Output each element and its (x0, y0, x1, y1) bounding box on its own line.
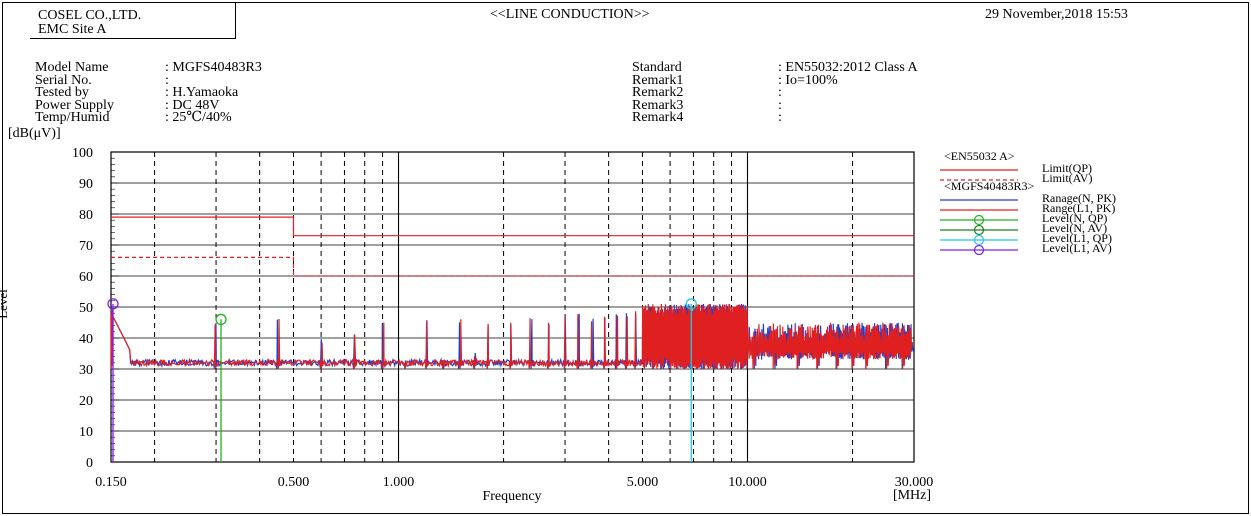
y-tick-label: 50 (79, 301, 93, 316)
info-label: Remark4 (632, 110, 684, 126)
info-value: : (778, 110, 782, 126)
legend-group-title: <MGFS40483R3> (944, 179, 1034, 193)
info-label: Remark2 (632, 85, 684, 101)
legend-entry-label: Level(L1, AV) (1042, 241, 1112, 255)
info-value: : H.Yamaoka (165, 85, 239, 101)
y-tick-label: 90 (79, 177, 93, 192)
info-label: Serial No. (35, 72, 92, 88)
info-value: : MGFS40483R3 (165, 60, 262, 75)
y-tick-label: 0 (86, 456, 93, 471)
info-value: : (778, 85, 782, 101)
legend-entry-label: Limit(AV) (1042, 171, 1092, 185)
legend-entry-label: Level(L1, QP) (1042, 231, 1112, 245)
y-tick-label: 60 (79, 270, 93, 285)
y-unit-label: [dB(μV)] (8, 126, 61, 141)
info-label: Remark3 (632, 97, 684, 113)
info-value: : EN55032:2012 Class A (778, 60, 918, 75)
info-label: Model Name (35, 60, 109, 75)
legend-entry-label: Level(N, AV) (1042, 221, 1107, 235)
legend: <EN55032 A> Limit(QP)Limit(AV) <MGFS40483R… (940, 149, 1116, 256)
y-tick-label: 70 (79, 239, 93, 254)
legend-marker (973, 224, 985, 236)
y-tick-label: 40 (79, 332, 93, 347)
limit-qp-line (111, 216, 914, 237)
legend-marker (973, 244, 985, 256)
x-tick-label: 0.500 (278, 475, 310, 490)
info-label: Tested by (35, 85, 89, 101)
limit-av-line (111, 256, 914, 277)
x-unit-label: [MHz] (893, 488, 931, 503)
limit-lines (111, 216, 914, 277)
x-axis-label: Frequency (482, 489, 541, 504)
grid (110, 151, 915, 463)
legend-marker (973, 234, 985, 246)
company-box: COSEL CO.,LTD. EMC Site A (30, 2, 236, 39)
info-right-values: : EN55032:2012 Class A : Io=100% : : : (778, 60, 918, 126)
info-label: Standard (632, 60, 682, 75)
info-value: : (165, 72, 169, 88)
x-tick-label: 0.150 (95, 475, 127, 490)
info-left-values: : MGFS40483R3 : : H.Yamaoka : DC 48V : 2… (165, 60, 262, 126)
y-tick-label: 10 (79, 425, 93, 440)
info-value: : 25℃/40% (165, 110, 232, 126)
x-tick-label: 5.000 (627, 475, 659, 490)
y-tick-label: 100 (72, 146, 93, 161)
x-tick-label: 1.000 (383, 475, 415, 490)
y-tick-label: 80 (79, 208, 93, 223)
info-label: Power Supply (35, 97, 114, 113)
info-right-labels: Standard Remark1 Remark2 Remark3 Remark4 (632, 60, 684, 126)
traces (110, 303, 914, 370)
info-left-labels: Model Name Serial No. Tested by Power Su… (35, 60, 114, 126)
y-tick-label: 30 (79, 363, 93, 378)
info-value: : (778, 97, 782, 113)
level-markers (107, 298, 697, 462)
legend-entry-label: Limit(QP) (1042, 161, 1092, 175)
report-title: <<LINE CONDUCTION>> (490, 7, 650, 22)
marker-circle (215, 313, 227, 326)
tick-labels: 0 10 20 30 40 50 60 70 80 90 100 0.150 0.500 1.000 5.0… (72, 146, 933, 504)
marker-circle (107, 298, 119, 310)
legend-entry-label: Level(N, QP) (1042, 211, 1107, 225)
legend-group-title: <EN55032 A> (944, 149, 1015, 163)
x-tick-label: 30.000 (895, 475, 934, 490)
x-tick-label: 10.000 (728, 475, 767, 490)
site-name: EMC Site A (38, 22, 107, 37)
company-name: COSEL CO.,LTD. (38, 8, 142, 23)
legend-entry-label: Ranage(N, PK) (1042, 191, 1116, 205)
info-label: Remark1 (632, 72, 684, 88)
legend-marker (973, 214, 985, 226)
y-tick-label: 20 (79, 394, 93, 409)
info-value: : DC 48V (165, 97, 220, 113)
info-value: : Io=100% (778, 72, 838, 88)
marker-circle (685, 298, 697, 310)
info-label: Temp/Humid (35, 110, 110, 126)
legend-entry-label: Range(L1, PK) (1042, 201, 1115, 215)
report-datetime: 29 November,2018 15:53 (985, 7, 1128, 22)
